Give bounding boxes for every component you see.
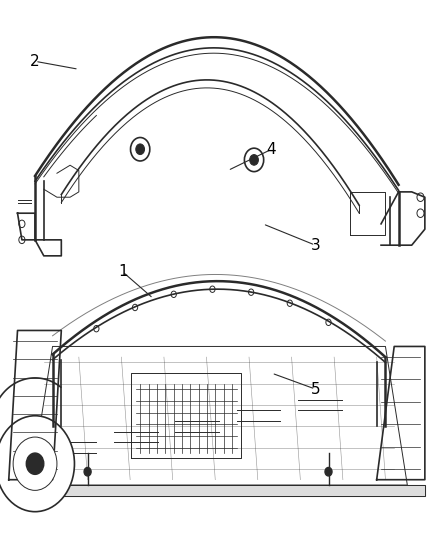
Circle shape	[136, 144, 145, 155]
Text: 3: 3	[311, 238, 320, 253]
Text: 2: 2	[30, 54, 40, 69]
Polygon shape	[13, 485, 425, 496]
Text: 5: 5	[311, 382, 320, 397]
Text: 1: 1	[118, 264, 127, 279]
Circle shape	[0, 416, 74, 512]
Text: 4: 4	[267, 142, 276, 157]
Circle shape	[325, 467, 332, 476]
Circle shape	[13, 437, 57, 490]
Circle shape	[84, 467, 91, 476]
Circle shape	[26, 453, 44, 474]
Circle shape	[250, 155, 258, 165]
